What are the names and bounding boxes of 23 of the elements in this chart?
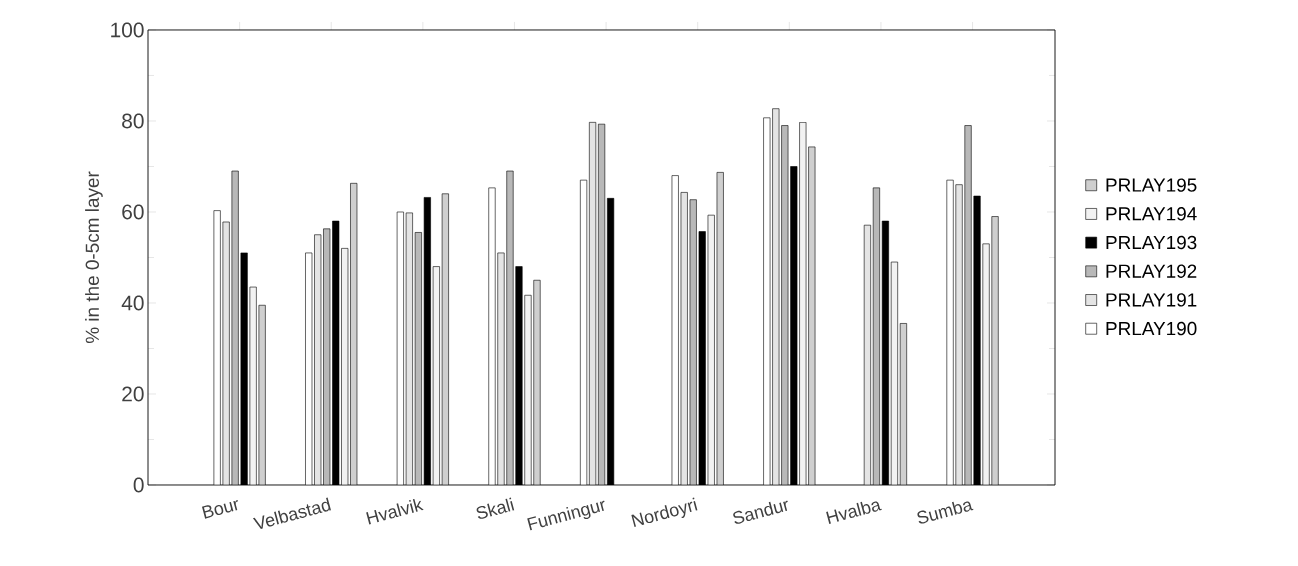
- y-tick-label: 0: [133, 477, 144, 493]
- y-tick-label: 60: [122, 204, 144, 220]
- legend-label: PRLAY190: [1106, 321, 1197, 336]
- y-tick-label: 40: [121, 295, 144, 311]
- legend-label: PRLAY193: [1106, 235, 1197, 250]
- bar: [964, 125, 972, 485]
- x-tick-label: Bour: [201, 500, 238, 519]
- x-tick-label: Nordoyri: [631, 497, 698, 528]
- x-tick-label: Sandur: [733, 500, 788, 524]
- x-tick-label: Sumba: [917, 501, 974, 524]
- y-tick-label: 20: [122, 386, 144, 402]
- y-tick-label: 100: [111, 22, 144, 38]
- y-tick-label: 80: [122, 113, 144, 129]
- legend-label: PRLAY191: [1106, 293, 1197, 307]
- x-tick-label: Funningur: [527, 500, 605, 531]
- bar: [506, 170, 514, 485]
- legend-label: PRLAY195: [1106, 178, 1197, 192]
- x-tick-label: Skali: [476, 497, 515, 519]
- x-tick-label: Hvalba: [826, 501, 882, 524]
- y-axis-title: % in the 0-5cm layer: [85, 171, 103, 344]
- x-tick-label: Hvalvik: [366, 498, 424, 525]
- legend-label: PRLAY194: [1106, 207, 1197, 221]
- legend-label: PRLAY192: [1106, 264, 1197, 278]
